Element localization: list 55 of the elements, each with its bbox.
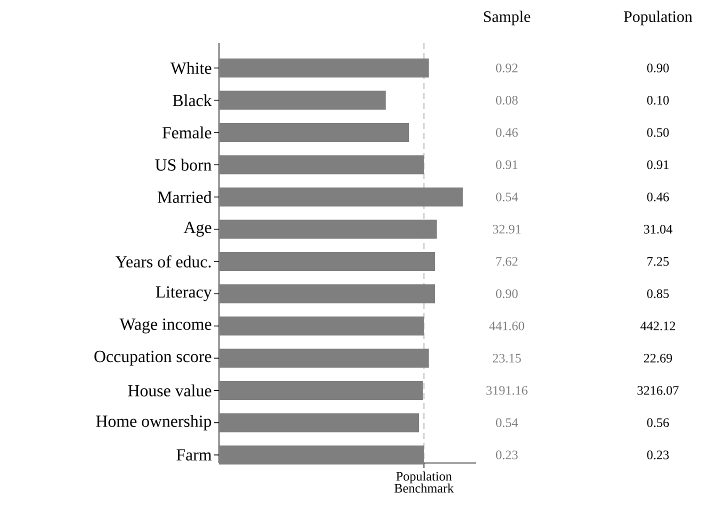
- bar: [219, 58, 429, 78]
- y-tick-label: Home ownership: [96, 415, 212, 430]
- bar: [219, 316, 424, 336]
- y-tick-label: Black: [172, 94, 212, 106]
- text: 7.62: [496, 257, 518, 266]
- text: 442.12: [640, 322, 676, 330]
- text: 0.54: [496, 418, 518, 428]
- bar: [219, 413, 420, 432]
- text: 31.04: [644, 224, 672, 234]
- text: 0.50: [647, 128, 669, 137]
- text: 0.46: [647, 192, 669, 202]
- text: 0.56: [647, 418, 669, 428]
- y-tick-label: Age: [184, 222, 212, 237]
- bar: [219, 284, 436, 304]
- text: 32.91: [492, 224, 521, 234]
- text: 0.23: [647, 450, 669, 460]
- text: 0.08: [496, 96, 518, 105]
- text: 0.85: [647, 289, 669, 298]
- bar: [219, 90, 386, 110]
- text: 0.23: [496, 450, 518, 460]
- text: 3216.07: [638, 386, 679, 395]
- bar: [219, 348, 429, 368]
- y-tick-label: Married: [158, 191, 212, 203]
- y-tick-label: White: [170, 62, 212, 74]
- text: Sample: [484, 10, 530, 26]
- y-tick-label: Farm: [176, 449, 212, 461]
- x-tick-label: Population Benchmark: [394, 472, 454, 493]
- bar: [219, 187, 463, 206]
- y-tick-label: House value: [128, 384, 212, 396]
- text: 0.46: [496, 128, 518, 137]
- text: 7.25: [647, 257, 669, 266]
- text: 3191.16: [486, 386, 528, 395]
- text: 0.90: [647, 64, 669, 72]
- text: Population: [624, 10, 692, 26]
- bar: [219, 122, 409, 142]
- text: 22.69: [644, 354, 672, 363]
- text: 23.15: [492, 354, 521, 363]
- text: 0.91: [647, 160, 669, 170]
- text: 0.10: [647, 96, 669, 105]
- y-tick-label: US born: [155, 158, 212, 171]
- text: 0.54: [496, 192, 518, 202]
- text: 441.60: [489, 322, 524, 330]
- bar: [219, 155, 424, 174]
- y-tick-label: Female: [162, 126, 212, 138]
- text: 0.92: [496, 64, 518, 72]
- y-tick-label: Wage income: [120, 318, 212, 334]
- y-tick-label: Occupation score: [94, 350, 212, 366]
- y-tick-label: Literacy: [156, 286, 212, 302]
- text: 0.91: [496, 160, 518, 170]
- bar: [219, 220, 437, 239]
- y-tick-label: Years of educ.: [115, 255, 211, 268]
- bar: [219, 252, 436, 271]
- bar: [219, 445, 424, 464]
- text: 0.90: [496, 289, 518, 298]
- bar: [219, 380, 423, 400]
